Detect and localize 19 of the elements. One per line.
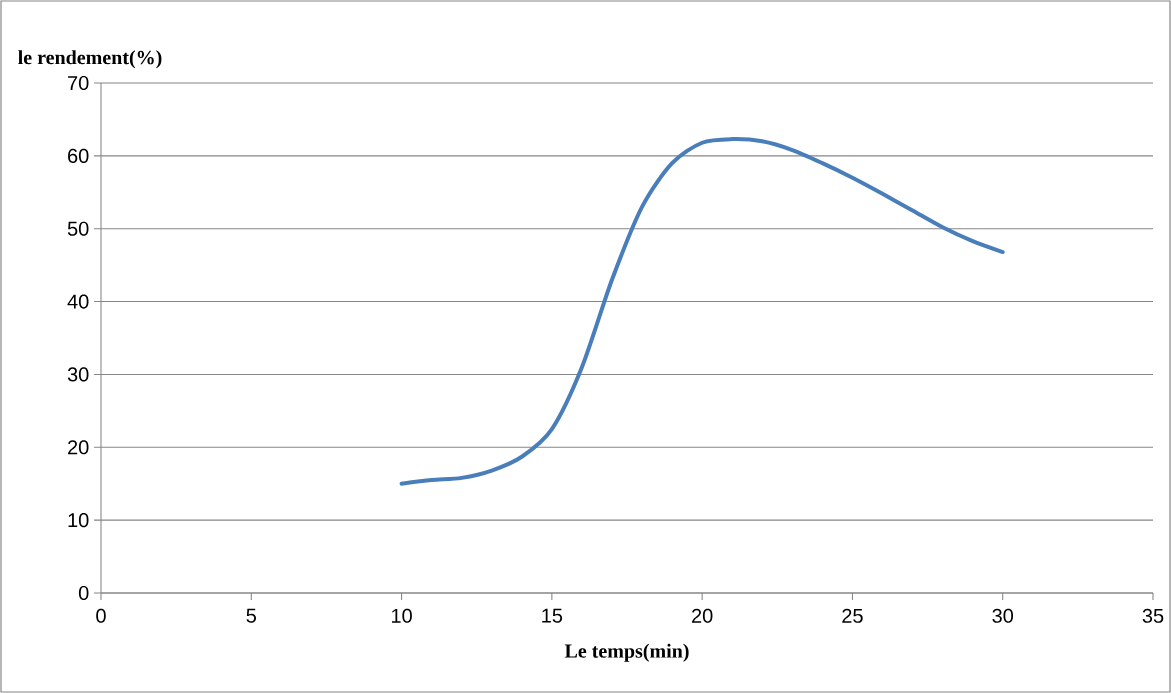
x-tick-label: 30 — [992, 608, 1014, 623]
y-axis-title: le rendement(%) — [18, 50, 162, 69]
x-tick-label: 10 — [391, 608, 412, 623]
line-series — [399, 137, 1005, 486]
x-tick-label: 35 — [1142, 608, 1164, 623]
x-tick-label: 5 — [246, 608, 257, 623]
x-axis-title: Le temps(min) — [564, 643, 689, 662]
y-tick-label: 50 — [67, 221, 89, 236]
x-tick-label: 0 — [96, 608, 106, 623]
x-tick-label: 20 — [692, 608, 713, 623]
y-tick-label: 40 — [67, 294, 89, 309]
y-tick-label: 10 — [68, 513, 89, 528]
y-tick-label: 0 — [78, 585, 89, 601]
y-tick-label: 70 — [68, 75, 89, 91]
y-tick-label: 20 — [68, 440, 89, 455]
x-tick-label: 25 — [842, 608, 863, 623]
x-tick-label: 15 — [542, 608, 563, 623]
y-tick-label: 30 — [67, 367, 89, 382]
y-tick-label: 60 — [68, 148, 89, 163]
